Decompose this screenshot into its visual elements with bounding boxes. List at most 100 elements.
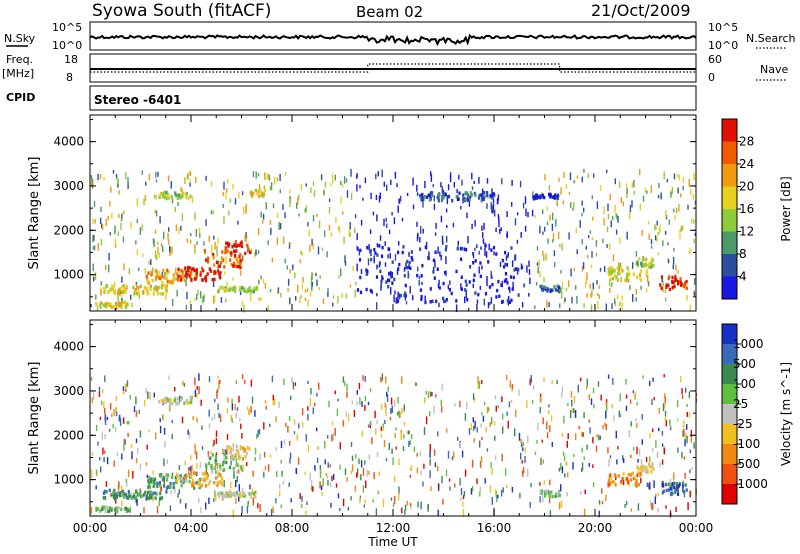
echo-mark <box>133 492 136 496</box>
echo-mark <box>165 472 167 480</box>
echo-mark <box>208 235 210 242</box>
echo-mark <box>311 486 313 491</box>
echo-mark <box>616 294 619 300</box>
x-tick-label: 00:00 <box>73 521 108 535</box>
echo-mark <box>551 223 554 231</box>
echo-mark <box>287 426 289 433</box>
echo-mark <box>143 507 145 514</box>
colorbar-tick-label: 25 <box>733 397 748 411</box>
echo-mark <box>651 259 653 265</box>
echo-mark <box>532 399 534 404</box>
echo-mark <box>420 297 423 302</box>
echo-mark <box>286 265 288 270</box>
echo-mark <box>612 216 614 220</box>
echo-mark <box>606 403 608 412</box>
echo-mark <box>362 197 364 201</box>
echo-mark <box>364 395 367 402</box>
echo-mark <box>589 230 592 234</box>
echo-mark <box>250 492 252 499</box>
echo-mark <box>267 305 270 312</box>
echo-mark <box>666 179 668 183</box>
echo-mark <box>163 484 166 488</box>
echo-mark <box>667 242 669 246</box>
echo-mark <box>385 408 387 416</box>
echo-mark <box>113 289 116 293</box>
echo-mark <box>661 482 664 487</box>
echo-mark <box>489 422 491 427</box>
echo-mark <box>517 267 520 272</box>
echo-mark <box>630 508 633 512</box>
echo-mark <box>214 490 216 498</box>
echo-mark <box>327 292 329 297</box>
echo-mark <box>625 183 628 189</box>
echo-mark <box>126 482 128 487</box>
echo-mark <box>403 293 406 298</box>
echo-mark <box>678 174 680 181</box>
echo-mark <box>423 427 426 435</box>
echo-mark <box>380 404 383 410</box>
echo-mark <box>543 195 546 200</box>
echo-mark <box>636 446 638 455</box>
echo-mark <box>213 263 216 267</box>
echo-mark <box>114 492 117 496</box>
echo-mark <box>302 276 304 283</box>
echo-mark <box>650 239 653 245</box>
echo-mark <box>289 269 291 274</box>
echo-mark <box>613 480 616 484</box>
echo-mark <box>131 302 133 308</box>
echo-mark <box>382 499 385 507</box>
echo-mark <box>632 272 635 276</box>
echo-mark <box>598 500 601 505</box>
echo-mark <box>137 492 140 496</box>
echo-mark <box>213 413 216 420</box>
cpid-label: CPID <box>6 91 35 104</box>
echo-mark <box>226 408 229 413</box>
echo-mark <box>385 458 388 462</box>
echo-mark <box>425 416 428 425</box>
colorbar-swatch <box>722 209 737 232</box>
echo-mark <box>684 472 686 479</box>
echo-mark <box>352 265 354 272</box>
echo-mark <box>691 466 693 471</box>
echo-mark <box>375 275 379 279</box>
echo-mark <box>289 199 291 207</box>
echo-mark <box>319 465 321 470</box>
echo-mark <box>243 494 246 498</box>
echo-mark <box>409 440 411 445</box>
echo-mark <box>281 470 283 477</box>
echo-mark <box>635 275 638 280</box>
echo-mark <box>222 192 224 197</box>
echo-mark <box>159 276 162 281</box>
echo-mark <box>676 492 680 496</box>
echo-mark <box>619 413 622 418</box>
echo-mark <box>448 287 451 292</box>
echo-mark <box>379 269 382 274</box>
echo-mark <box>198 498 200 504</box>
echo-mark <box>504 262 507 267</box>
echo-mark <box>90 180 93 186</box>
echo-mark <box>99 305 102 309</box>
echo-mark <box>611 270 614 274</box>
echo-mark <box>256 434 258 439</box>
echo-mark <box>369 229 372 234</box>
echo-mark <box>117 178 119 185</box>
echo-mark <box>95 485 97 490</box>
echo-mark <box>497 405 500 409</box>
echo-mark <box>629 204 632 213</box>
echo-mark <box>306 288 309 292</box>
echo-mark <box>208 461 211 465</box>
echo-mark <box>122 390 125 395</box>
echo-mark <box>219 261 223 265</box>
echo-mark <box>682 283 685 288</box>
echo-mark <box>428 251 430 259</box>
echo-mark <box>401 407 403 414</box>
echo-mark <box>501 258 504 263</box>
echo-mark <box>123 443 125 451</box>
echo-mark <box>517 212 519 216</box>
echo-mark <box>327 435 329 439</box>
echo-mark <box>142 493 146 497</box>
echo-mark <box>93 276 95 282</box>
echo-mark <box>314 402 316 407</box>
echo-mark <box>680 375 682 383</box>
echo-mark <box>607 478 610 483</box>
